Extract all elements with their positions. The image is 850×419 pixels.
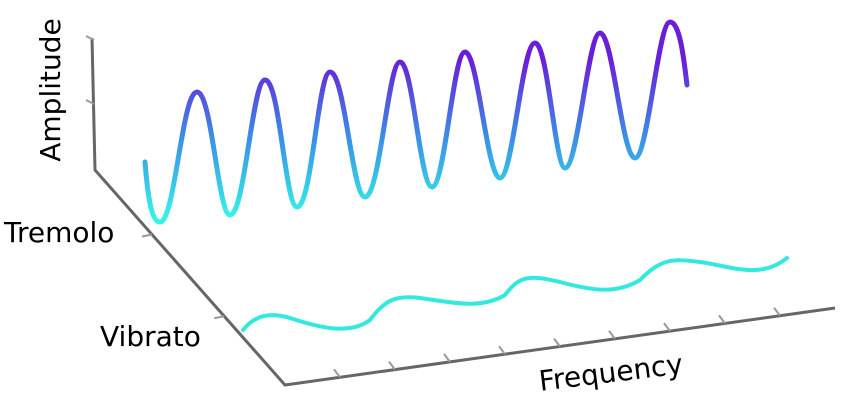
tremolo-wave — [142, 19, 690, 225]
tick — [773, 307, 781, 317]
axis-lines — [90, 37, 836, 387]
tick — [214, 315, 225, 320]
vibrato-label: Vibrato — [100, 320, 201, 353]
tremolo-label: Tremolo — [3, 216, 114, 249]
tick — [663, 322, 671, 332]
tick — [85, 35, 95, 41]
tick — [553, 337, 561, 348]
frequency-label: Frequency — [537, 347, 685, 397]
tick — [85, 99, 95, 105]
tick — [388, 361, 396, 371]
tick — [718, 314, 726, 324]
ticks — [85, 35, 781, 378]
vibrato-wave — [241, 256, 789, 332]
tick — [608, 330, 616, 340]
tick — [141, 233, 153, 238]
tick — [333, 368, 341, 378]
tick — [443, 353, 451, 363]
axes — [90, 37, 836, 387]
amplitude-label: Amplitude — [34, 18, 67, 162]
tick — [498, 345, 506, 355]
